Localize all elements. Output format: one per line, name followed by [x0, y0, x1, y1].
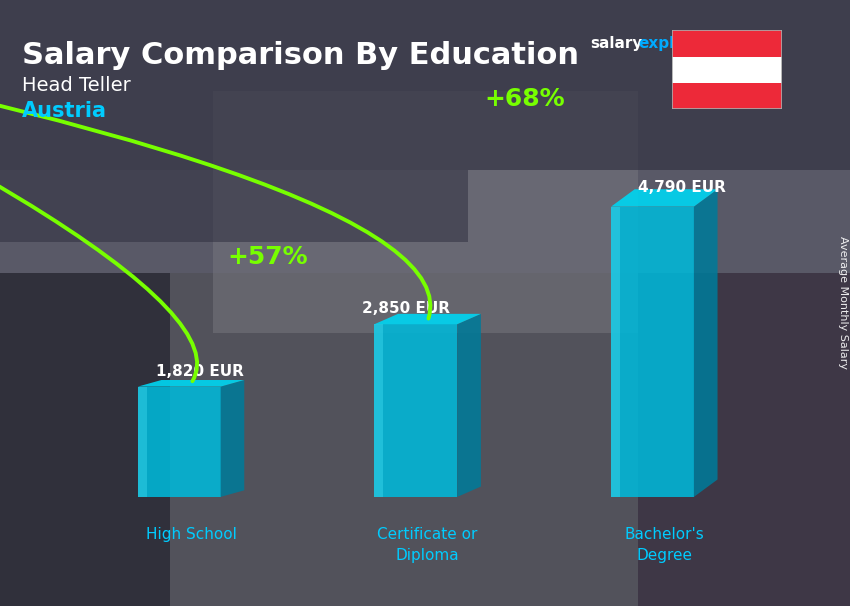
- Text: .com: .com: [702, 36, 743, 51]
- Bar: [672, 30, 782, 57]
- Text: explorer: explorer: [638, 36, 710, 51]
- Polygon shape: [138, 387, 147, 497]
- Text: Certificate or
Diploma: Certificate or Diploma: [377, 527, 478, 563]
- Text: +68%: +68%: [484, 87, 564, 112]
- Text: 1,820 EUR: 1,820 EUR: [156, 364, 243, 379]
- Bar: [170, 273, 638, 606]
- Text: Bachelor's
Degree: Bachelor's Degree: [625, 527, 704, 563]
- Bar: [672, 82, 782, 109]
- Bar: [638, 273, 850, 606]
- Bar: [0, 273, 170, 606]
- Polygon shape: [457, 314, 481, 497]
- Polygon shape: [221, 380, 244, 497]
- Text: +57%: +57%: [228, 245, 309, 268]
- Polygon shape: [374, 314, 481, 324]
- Bar: [672, 57, 782, 82]
- Polygon shape: [374, 324, 457, 497]
- Bar: [0, 170, 468, 242]
- Bar: [0, 0, 850, 273]
- Text: High School: High School: [145, 527, 236, 542]
- Text: Head Teller: Head Teller: [22, 76, 131, 95]
- Polygon shape: [374, 324, 383, 497]
- Text: 4,790 EUR: 4,790 EUR: [638, 179, 726, 195]
- Polygon shape: [611, 207, 620, 497]
- Text: 2,850 EUR: 2,850 EUR: [362, 301, 450, 316]
- Polygon shape: [611, 207, 694, 497]
- Text: Salary Comparison By Education: Salary Comparison By Education: [22, 41, 579, 70]
- Polygon shape: [138, 387, 221, 497]
- Text: Austria: Austria: [22, 101, 107, 121]
- Text: salary: salary: [590, 36, 643, 51]
- Polygon shape: [694, 189, 717, 497]
- Bar: [212, 91, 638, 333]
- Bar: [0, 0, 850, 170]
- Text: Average Monthly Salary: Average Monthly Salary: [838, 236, 848, 370]
- Polygon shape: [138, 380, 244, 387]
- Polygon shape: [611, 189, 717, 207]
